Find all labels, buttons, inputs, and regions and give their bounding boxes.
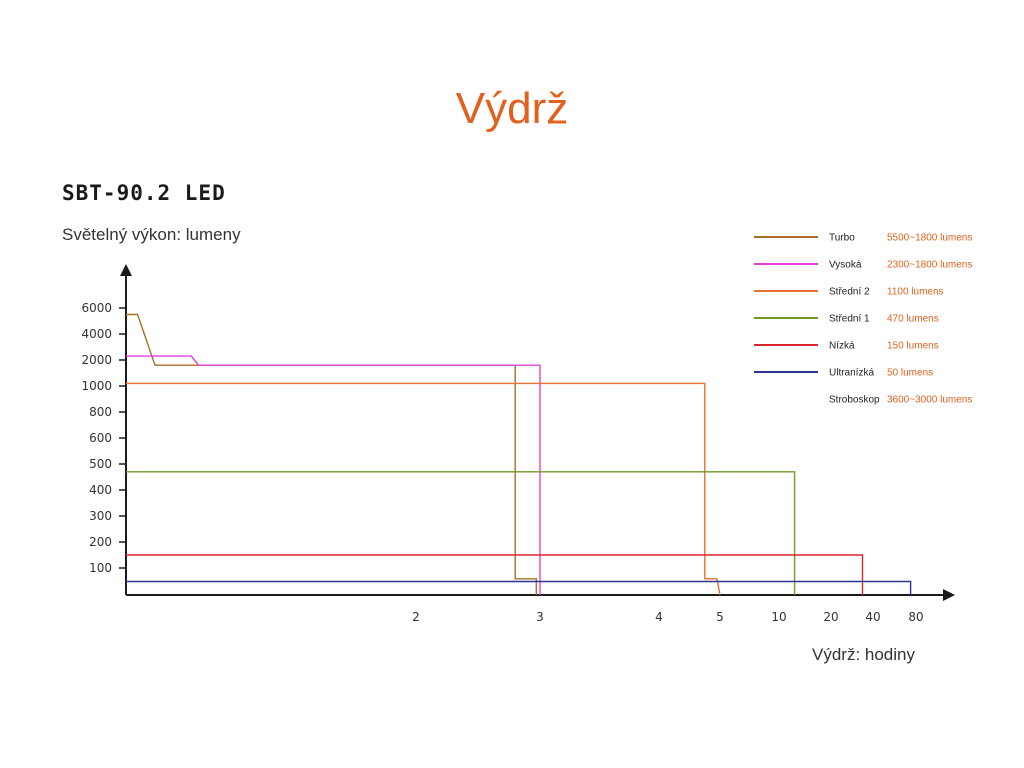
y-tick-label: 400	[89, 483, 112, 497]
legend-name: Vysoká	[829, 260, 862, 271]
x-axis-arrow	[943, 589, 955, 601]
x-tick-label: 10	[771, 610, 786, 624]
y-tick-label: 800	[89, 405, 112, 419]
y-tick-label: 6000	[81, 301, 112, 315]
series-line-4	[126, 554, 864, 595]
x-tick-label: 3	[536, 610, 544, 624]
legend-name: Ultranízká	[829, 368, 874, 379]
x-tick-label: 40	[865, 610, 880, 624]
series-line-3	[126, 471, 796, 595]
y-tick-label: 600	[89, 431, 112, 445]
series-line-5	[126, 580, 912, 595]
x-tick-label: 5	[716, 610, 724, 624]
legend-range: 3600~3000 lumens	[887, 395, 972, 406]
legend-range: 470 lumens	[887, 314, 939, 325]
series-line-1	[126, 355, 541, 595]
x-tick-label: 2	[412, 610, 420, 624]
y-axis-ticks: 6000 4000 2000 1000 800 600 500 400 300 200 100	[81, 301, 126, 575]
y-tick-label: 300	[89, 509, 112, 523]
x-tick-label: 20	[823, 610, 838, 624]
y-tick-label: 1000	[81, 379, 112, 393]
y-axis-label: Světelný výkon: lumeny	[62, 225, 241, 244]
legend-range: 5500~1800 lumens	[887, 233, 972, 244]
product-name: SBT-90.2 LED	[62, 181, 226, 205]
x-tick-label: 4	[655, 610, 663, 624]
legend-range: 1100 lumens	[887, 287, 944, 298]
legend-range: 2300~1800 lumens	[887, 260, 972, 271]
y-tick-label: 500	[89, 457, 112, 471]
y-tick-label: 2000	[81, 353, 112, 367]
x-axis-label: Výdrž: hodiny	[812, 645, 915, 664]
legend-name: Turbo	[829, 233, 855, 244]
chart-series	[126, 313, 912, 596]
legend-name: Střední 1	[829, 314, 870, 325]
y-tick-label: 100	[89, 561, 112, 575]
series-line-2	[126, 382, 721, 596]
y-tick-label: 4000	[81, 327, 112, 341]
x-axis-ticks: 2 3 4 5 10 20 40 80	[412, 610, 923, 624]
legend-name: Nízká	[829, 341, 855, 352]
page-title: Výdrž	[455, 84, 569, 133]
legend-name: Stroboskop	[829, 395, 880, 406]
chart-legend: Turbo 5500~1800 lumens Vysoká 2300~1800 lum…	[754, 233, 972, 406]
legend-range: 150 lumens	[887, 341, 939, 352]
legend-name: Střední 2	[829, 287, 870, 298]
legend-range: 50 lumens	[887, 368, 933, 379]
y-tick-label: 200	[89, 535, 112, 549]
x-tick-label: 80	[908, 610, 923, 624]
y-axis-arrow	[120, 264, 132, 276]
